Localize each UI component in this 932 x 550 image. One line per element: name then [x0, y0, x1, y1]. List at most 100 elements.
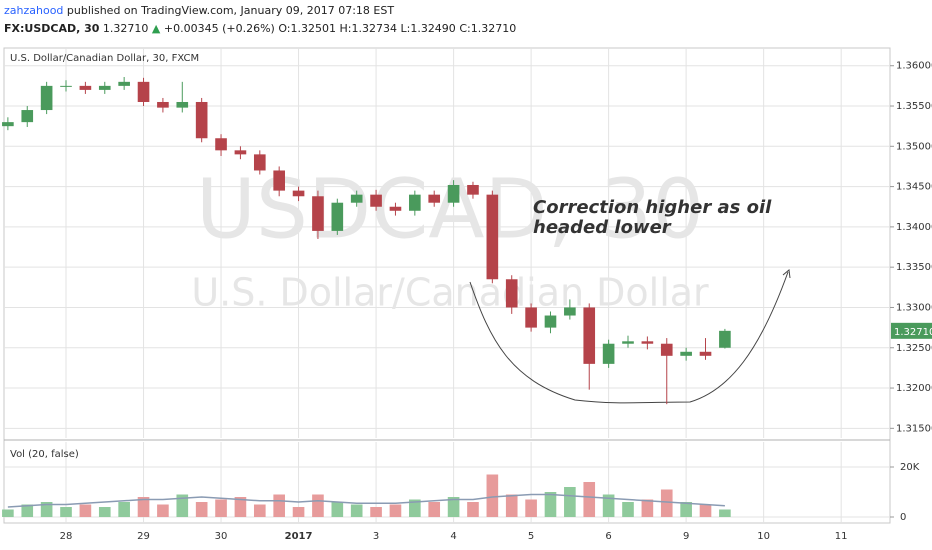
candle-body [719, 330, 731, 348]
candle-body [40, 85, 53, 111]
x-tick-label: 6 [605, 531, 611, 542]
quote-line: FX:USDCAD, 30 1.32710 ▲ +0.00345 (+0.26%… [4, 20, 516, 38]
candle-body [137, 81, 150, 102]
candle-body [660, 343, 673, 356]
volume-bar [2, 509, 14, 517]
volume-bar [719, 509, 731, 517]
watermark-sub: U.S. Dollar/Canadian Dollar [191, 271, 709, 315]
candle-body [583, 307, 596, 364]
volume-bar [157, 504, 169, 517]
last-price-box [891, 322, 932, 339]
candle-body [253, 154, 266, 171]
volume-bar [622, 502, 634, 517]
x-tick-label: 5 [528, 531, 534, 542]
volume-bar [525, 499, 537, 517]
volume-bar [583, 482, 596, 517]
candle-body [486, 194, 499, 280]
marks [2, 77, 731, 517]
frame [3, 47, 891, 524]
volume-bar [40, 502, 53, 517]
volume-bar [350, 504, 363, 517]
y-tick-label: 1.33500 [896, 262, 932, 273]
volume-bar [234, 497, 247, 517]
symbol: FX:USDCAD, 30 [4, 22, 100, 35]
candle-body [60, 85, 72, 87]
candle-body [350, 194, 363, 203]
x-tick-label: 4 [450, 531, 456, 542]
candle-body [331, 202, 344, 231]
y-tick-label: 1.33000 [896, 302, 932, 313]
y-tick-label: 1.34000 [896, 222, 932, 233]
x-tick-label: 2017 [285, 531, 313, 542]
annotation: Correction higher as oil headed lower [533, 197, 772, 238]
high: H:1.32734 [339, 22, 397, 35]
volume-bar [176, 494, 189, 517]
publish-line: zahzahood published on TradingView.com, … [4, 2, 516, 20]
y-tick-label: 1.32000 [896, 383, 932, 394]
candle-body [176, 101, 189, 108]
candle-body [544, 315, 557, 328]
x-tick-label: 28 [60, 531, 73, 542]
volume-bar [137, 497, 150, 517]
volume-bar [699, 504, 712, 517]
candle-body [428, 194, 441, 203]
volume-label: Vol (20, false) [10, 449, 79, 460]
candle-body [118, 81, 130, 86]
candle-body [564, 307, 576, 316]
volume-bar [79, 504, 92, 517]
volume-bar [447, 497, 460, 517]
chart-title: U.S. Dollar/Canadian Dollar, 30, FXCM [10, 53, 199, 64]
y-tick-label: 0 [900, 512, 906, 523]
candle-body [389, 206, 402, 211]
header: zahzahood published on TradingView.com, … [4, 2, 516, 38]
candle-body [273, 170, 285, 191]
candle-body [641, 341, 654, 344]
volume-bar [273, 494, 285, 517]
candle-body [467, 184, 479, 195]
last: 1.32710 [102, 22, 149, 35]
volume-bar [641, 499, 654, 517]
up-arrow: ▲ [151, 22, 161, 35]
volume-bar [370, 507, 382, 517]
candle-body [622, 341, 634, 344]
close: C:1.32710 [459, 22, 517, 35]
candle-body [98, 85, 111, 90]
volume-bar [60, 507, 72, 517]
candle-body [157, 101, 169, 108]
volume-bar [428, 502, 441, 517]
volume-bar [118, 502, 130, 517]
volume-bar [680, 502, 692, 517]
volume-bar [544, 492, 557, 517]
y-tick-label: 1.34500 [896, 182, 932, 193]
candle-body [409, 194, 421, 211]
candle-body [505, 279, 518, 308]
x-tick-label: 29 [137, 531, 150, 542]
volume-ma [7, 493, 725, 508]
volume-bar [331, 502, 344, 517]
volume-bar [98, 507, 111, 517]
grid [4, 48, 890, 523]
x-tick-label: 11 [835, 531, 848, 542]
volume-bar [253, 504, 266, 517]
volume-bar [215, 499, 227, 517]
candle-body [699, 351, 712, 356]
volume-bar [409, 499, 421, 517]
x-tick-label: 9 [683, 531, 689, 542]
volume-bar [660, 489, 673, 517]
candle-body [602, 343, 615, 364]
author[interactable]: zahzahood [4, 4, 64, 17]
x-tick-label: 30 [215, 531, 228, 542]
volume-bar [195, 502, 208, 517]
open: O:1.32501 [278, 22, 337, 35]
y-tick-label: 1.35500 [896, 101, 932, 112]
volume-bar [564, 487, 576, 517]
volume-bar [21, 504, 34, 517]
candle-body [447, 184, 460, 203]
volume-bar [292, 507, 305, 517]
curve-arrow [782, 269, 791, 279]
candle-body [21, 110, 34, 123]
volume-bar [312, 494, 324, 517]
y-tick-label: 1.31500 [896, 423, 932, 434]
candle-body [370, 194, 382, 207]
